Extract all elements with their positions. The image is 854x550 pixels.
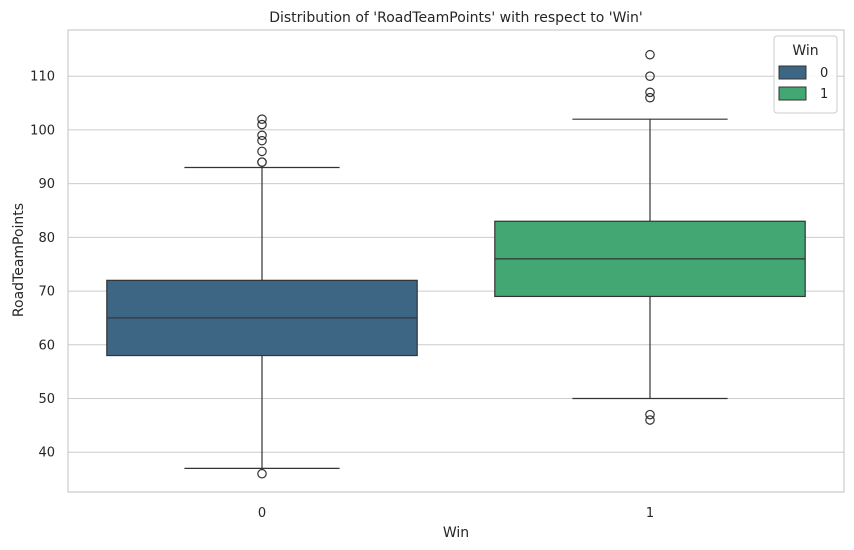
outlier-point bbox=[257, 135, 267, 146]
box-group bbox=[106, 114, 418, 479]
legend-swatch bbox=[778, 65, 807, 80]
y-axis-label: RoadTeamPoints bbox=[11, 203, 27, 317]
outlier-point bbox=[257, 114, 267, 124]
outlier-point bbox=[645, 415, 655, 425]
outlier-point bbox=[645, 87, 655, 98]
x-tick-label: 1 bbox=[646, 506, 654, 521]
y-tick-label: 70 bbox=[38, 285, 55, 300]
y-tick-label: 110 bbox=[30, 70, 55, 85]
legend-title: Win bbox=[792, 43, 818, 59]
legend-label: 1 bbox=[820, 87, 828, 102]
y-tick-labels: 40 50 60 70 80 90 100 110 bbox=[30, 70, 55, 461]
outlier-point bbox=[645, 71, 655, 81]
chart-title: Distribution of 'RoadTeamPoints' with re… bbox=[269, 10, 643, 26]
plot-frame bbox=[67, 29, 845, 493]
legend-label: 0 bbox=[820, 66, 828, 81]
outlier-point bbox=[257, 130, 267, 141]
outlier-point bbox=[645, 49, 655, 60]
outlier-point bbox=[645, 409, 655, 420]
y-tick-label: 100 bbox=[30, 123, 55, 138]
outlier-point bbox=[257, 119, 267, 130]
outlier-point bbox=[645, 92, 655, 103]
y-tick-label: 90 bbox=[38, 177, 55, 192]
outlier-point bbox=[257, 157, 267, 167]
outlier-point bbox=[257, 468, 267, 479]
box-group bbox=[494, 49, 806, 425]
y-tick-label: 40 bbox=[38, 446, 55, 461]
outlier-point bbox=[257, 146, 267, 157]
y-tick-label: 50 bbox=[38, 392, 55, 407]
y-tick-label: 80 bbox=[38, 231, 55, 246]
y-tick-label: 60 bbox=[38, 338, 55, 353]
legend-swatch bbox=[778, 86, 807, 101]
x-axis-label: Win bbox=[443, 525, 469, 541]
x-tick-label: 0 bbox=[258, 506, 266, 521]
boxes bbox=[106, 49, 806, 479]
